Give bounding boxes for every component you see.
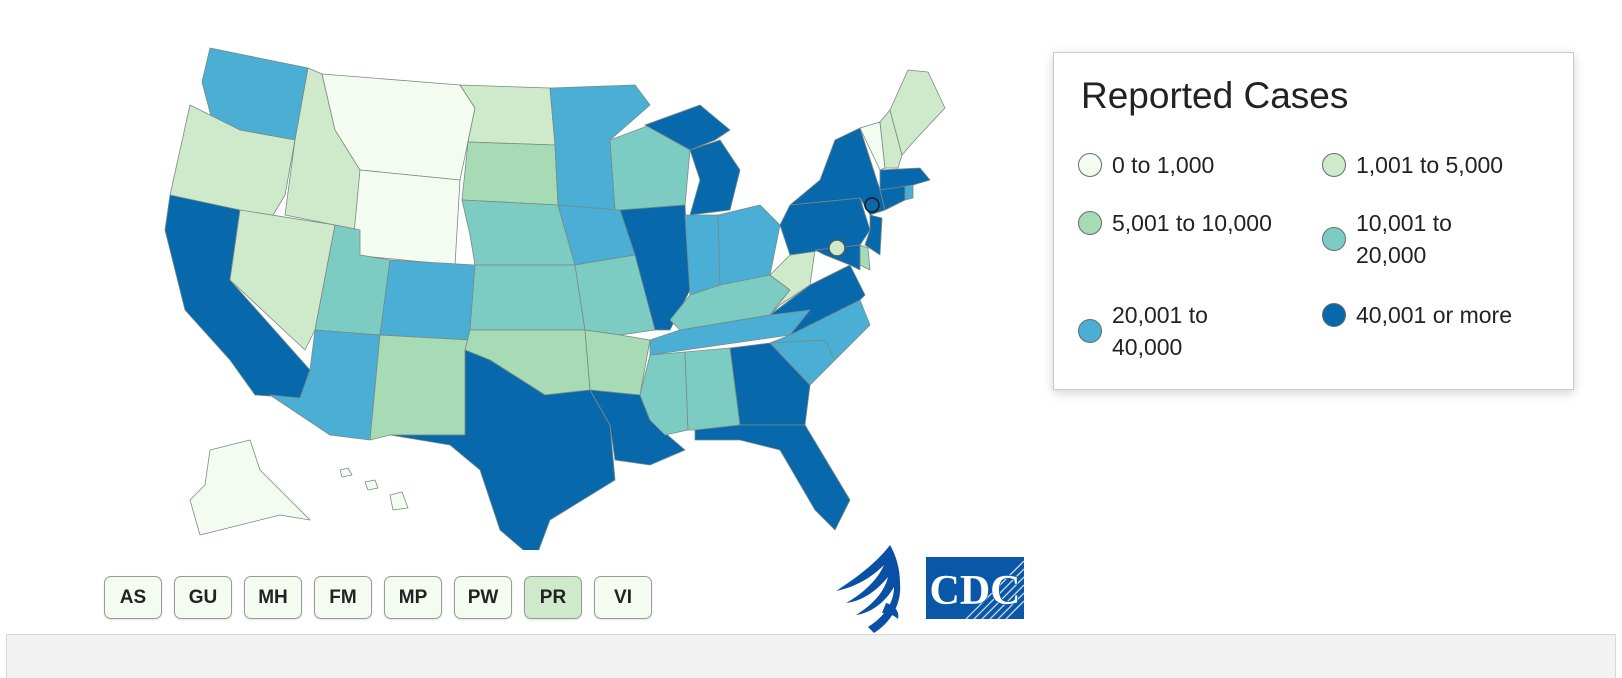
state-ma[interactable] (879, 167, 931, 191)
territory-button-fm[interactable]: FM (314, 576, 372, 619)
state-ga[interactable] (729, 342, 811, 426)
territory-button-as[interactable]: AS (104, 576, 162, 619)
legend-label: 10,001 to 20,000 (1356, 210, 1452, 268)
territory-button-pw[interactable]: PW (454, 576, 512, 619)
territory-button-pr[interactable]: PR (524, 576, 582, 619)
bottom-panel (6, 634, 1616, 678)
state-oh[interactable] (717, 204, 781, 286)
territory-button-mh[interactable]: MH (244, 576, 302, 619)
map-legend: Reported Cases 0 to 1,000 1,001 to 5,000… (1053, 52, 1574, 390)
state-ri[interactable] (904, 184, 914, 201)
state-fl[interactable] (694, 424, 851, 531)
legend-swatch (1322, 153, 1346, 177)
legend-label: 1,001 to 5,000 (1356, 152, 1504, 178)
legend-swatch (1078, 153, 1102, 177)
state-ak[interactable] (189, 439, 311, 536)
state-nv[interactable] (229, 209, 336, 351)
state-ar[interactable] (584, 329, 651, 396)
legend-label: 20,001 to 40,000 (1112, 302, 1208, 360)
territory-button-mp[interactable]: MP (384, 576, 442, 619)
us-choropleth-map (164, 47, 946, 550)
state-co[interactable] (379, 259, 476, 341)
state-mi[interactable] (644, 104, 741, 216)
marker-dc[interactable] (828, 239, 846, 257)
state-wy[interactable] (351, 169, 461, 266)
state-or[interactable] (169, 104, 296, 221)
hhs-eagle-logo (836, 545, 901, 633)
state-md[interactable] (814, 244, 861, 271)
state-ne[interactable] (461, 199, 576, 266)
legend-swatch (1322, 303, 1346, 327)
marker-nyc[interactable] (864, 197, 880, 213)
state-ks[interactable] (469, 264, 586, 331)
state-de[interactable] (859, 244, 871, 271)
state-mo[interactable] (574, 254, 656, 336)
legend-swatch (1078, 211, 1102, 235)
legend-label: 40,001 or more (1356, 302, 1512, 328)
territory-button-vi[interactable]: VI (594, 576, 652, 619)
territory-button-gu[interactable]: GU (174, 576, 232, 619)
state-va[interactable] (769, 264, 866, 336)
legend-title: Reported Cases (1081, 75, 1349, 116)
state-in[interactable] (684, 214, 721, 296)
legend-item: 5,001 to 10,000 (1078, 207, 1292, 239)
cdc-logo: CDC (926, 557, 1024, 619)
state-sd[interactable] (461, 141, 559, 206)
legend-item: 10,001 to 20,000 (1322, 207, 1496, 271)
legend-item: 0 to 1,000 (1078, 149, 1292, 181)
state-hi[interactable] (339, 467, 409, 511)
state-nd[interactable] (459, 84, 556, 146)
legend-swatch (1078, 319, 1102, 343)
state-nj[interactable] (864, 214, 883, 256)
state-nm[interactable] (369, 334, 471, 441)
cdc-logo-text: CDC (930, 568, 1021, 614)
state-tx[interactable] (389, 349, 616, 550)
state-nh[interactable] (879, 109, 903, 169)
legend-label: 0 to 1,000 (1112, 152, 1215, 178)
legend-swatch (1322, 227, 1346, 251)
legend-item: 1,001 to 5,000 (1322, 149, 1536, 181)
legend-label: 5,001 to 10,000 (1112, 210, 1272, 236)
legend-item: 40,001 or more (1322, 299, 1536, 331)
legend-item: 20,001 to 40,000 (1078, 299, 1252, 363)
state-me[interactable] (889, 69, 946, 156)
